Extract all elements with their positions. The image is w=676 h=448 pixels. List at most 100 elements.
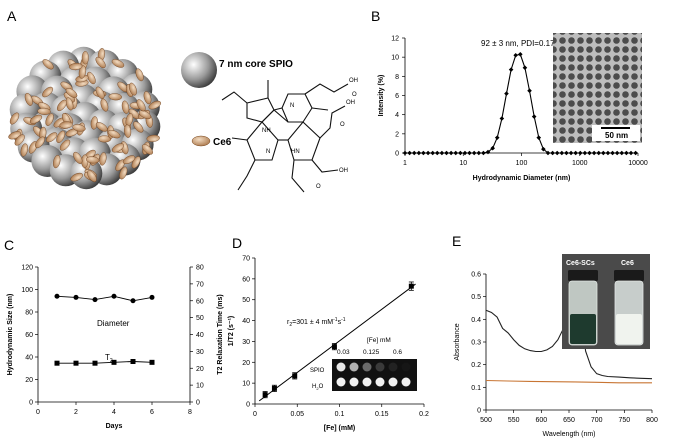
chart-d-x-tick-label: 0.05 [290, 411, 304, 418]
chart-c-y-right-tick-label: 0 [196, 400, 200, 407]
chart-c-point-diameter [149, 294, 155, 300]
ce6-molecule [95, 56, 106, 69]
tem-inset: 50 nm [553, 33, 642, 143]
ce6-molecule [119, 166, 128, 180]
chart-b-x-axis-label: Hydrodynamic Diameter (nm) [473, 175, 571, 182]
panel-e: E 0 0.1 0.2 0.3 0.4 0.5 0.6 500 550 600 650 700 750 8… [452, 233, 658, 438]
ce6-molecule [59, 121, 73, 129]
ce6-molecule [56, 130, 66, 143]
chart-b-point [425, 150, 431, 156]
chart-b-point [430, 150, 436, 156]
ce6-molecule [72, 124, 86, 132]
chart-e-x-tick-label: 550 [508, 417, 520, 424]
chart-b-point [601, 150, 606, 156]
ce6-molecule [95, 86, 105, 99]
ce6-molecule [146, 134, 160, 142]
ce6-molecule [69, 62, 83, 71]
chart-d-y-tick-label: 60 [242, 276, 250, 283]
ce6-molecule [124, 124, 132, 138]
ce6-molecule [14, 134, 25, 146]
chem-o-1: O [352, 92, 357, 98]
chart-b-y-tick-label: 6 [395, 93, 399, 100]
panel-letter-c: C [4, 237, 14, 253]
chart-b-point [605, 150, 611, 156]
chart-e-y-tick-label: 0.2 [471, 362, 481, 369]
ce6-molecule [111, 143, 124, 153]
chart-b-point [476, 150, 482, 156]
ce6-molecule [37, 107, 51, 115]
chem-n-bottom: N [266, 149, 270, 155]
chart-c-x-tick-label: 8 [188, 409, 192, 416]
chart-b-point [554, 150, 560, 156]
chart-e-y-tick-label: 0 [477, 408, 481, 415]
chart-b-point [545, 150, 551, 156]
relaxivity-equation: r2=301 ± 4 mM-1s-1 [287, 317, 346, 328]
chem-nh-top: NH [262, 128, 271, 134]
ce6-molecule [107, 129, 121, 139]
chart-b-point [582, 150, 588, 156]
chart-c-y-tick-label: 60 [25, 332, 33, 339]
ce6-molecule [70, 172, 83, 182]
chart-b-point [499, 116, 505, 121]
chart-d-fit-line [258, 283, 416, 402]
chart-c-y-right-tick-label: 40 [196, 332, 204, 339]
chart-c-y-right-tick-label: 60 [196, 298, 204, 305]
chart-b-point [541, 146, 546, 152]
chart-c-point-diameter [73, 294, 79, 300]
vial-cap-1 [568, 270, 598, 281]
ce6-molecule [143, 91, 152, 105]
inset-conc-3: 0.6 [393, 349, 402, 356]
inset-fe-title: [Fe] mM [367, 337, 391, 344]
chart-b-point [568, 150, 574, 156]
chart-c-y-right-tick-label: 80 [196, 265, 204, 272]
chart-b-point [407, 150, 412, 156]
chart-b-point [564, 150, 569, 156]
chart-b-point [453, 150, 459, 156]
chart-c-x-tick-label: 6 [150, 409, 154, 416]
chart-c-y-right-axis-label: T2 Relaxation Time (ms) [217, 294, 224, 374]
ce6-molecule [100, 98, 109, 112]
vial-liquid-dark [570, 314, 596, 344]
chem-o-3: O [316, 184, 321, 190]
ce6-molecule [24, 92, 33, 106]
chart-d-y-tick-label: 70 [242, 256, 250, 263]
ce6-molecule [35, 136, 45, 149]
chart-b-y-tick-label: 10 [391, 55, 399, 62]
chart-c-point-t2 [92, 360, 98, 366]
ce6-molecule [73, 151, 83, 164]
chart-e-y-axis-label: Absorbance [454, 323, 461, 360]
nanocluster [8, 46, 162, 190]
chart-b-point [416, 150, 422, 156]
chart-c-point-diameter [111, 293, 117, 299]
chart-b-point [467, 150, 472, 156]
chart-c-y-right-tick-label: 30 [196, 349, 204, 356]
chart-b-x-tick-label: 100 [516, 160, 528, 167]
chart-b-point [559, 150, 565, 156]
vial-label-ce6-scs: Ce6-SCs [566, 260, 595, 267]
chart-c-x-axis-label: Days [106, 423, 123, 430]
chart-b-point [573, 150, 578, 156]
chart-c-x-tick-label: 4 [112, 409, 116, 416]
mri-inset: [Fe] mM 0.03 0.125 0.6 SPIO H2O [310, 337, 417, 391]
chart-b-point [490, 145, 495, 151]
panel-letter-d: D [232, 235, 242, 251]
ce6-molecule [56, 99, 67, 112]
chart-b: 0 2 4 6 8 10 12 1 10 100 1000 10000 Hydrodynamic Dia… [378, 36, 648, 183]
chart-c-series-diameter-line [56, 295, 153, 302]
chart-c-point-t2 [111, 359, 117, 365]
chart-d-y-tick-label: 10 [242, 381, 250, 388]
chem-oh-2: OH [346, 100, 355, 106]
chart-d-x-tick-label: 0.1 [335, 411, 345, 418]
ce6-molecule [59, 139, 71, 151]
chart-c-y-axis-label: Hydrodynamic Size (nm) [7, 294, 14, 376]
chart-b-y-tick-label: 0 [395, 151, 399, 158]
chart-d-y-tick-label: 30 [242, 339, 250, 346]
chart-b-point [458, 150, 463, 156]
chart-b-point [624, 150, 629, 156]
ce6-molecule [122, 155, 136, 165]
chart-c: 0 20 40 60 80 100 120 0 10 20 30 40 50 60 70 80 0 2 4 6 8 Day… [7, 265, 224, 431]
chart-b-point [577, 150, 583, 156]
chem-hn-bottom: HN [291, 149, 300, 155]
inset-conc-2: 0.125 [363, 349, 380, 356]
